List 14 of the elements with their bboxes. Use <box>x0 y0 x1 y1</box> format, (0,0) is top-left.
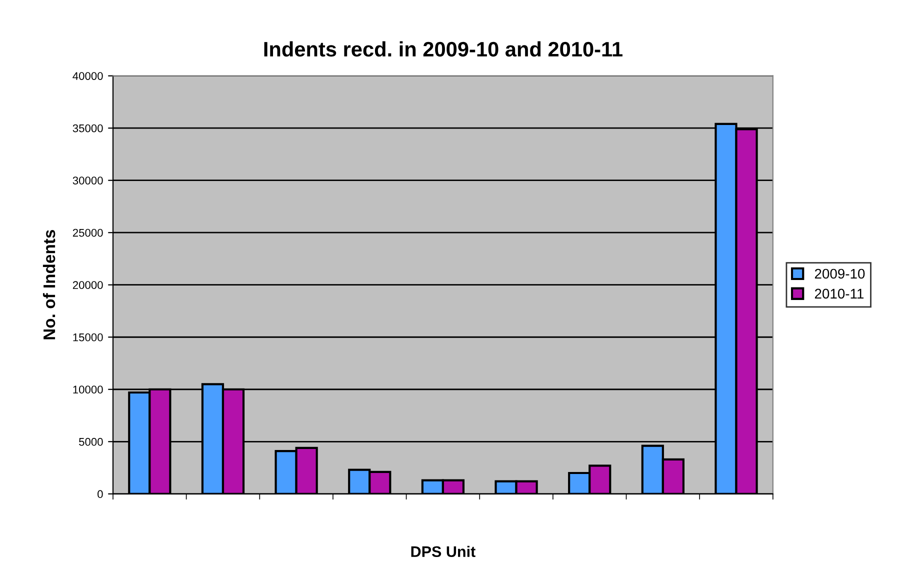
y-tick-label: 5000 <box>79 438 103 446</box>
y-tick-label: 25000 <box>72 228 103 237</box>
y-tick-label: 30000 <box>72 176 103 184</box>
legend-label: 2009-10 <box>814 268 865 279</box>
y-tick-label: 40000 <box>72 72 103 80</box>
y-tick-label: 15000 <box>73 333 103 342</box>
y-tick-label: 35000 <box>72 124 103 132</box>
x-axis-title: DPS Unit <box>411 546 476 558</box>
y-axis-title: No. of Indents <box>42 230 56 340</box>
chart-title: Indents recd. in 2009-10 and 2010-11 <box>264 41 622 57</box>
y-tick-label: 20000 <box>72 281 103 290</box>
y-tick-label: 10000 <box>73 386 103 394</box>
y-tick-label: 0 <box>98 490 103 498</box>
legend-label: 2010-11 <box>814 288 864 299</box>
